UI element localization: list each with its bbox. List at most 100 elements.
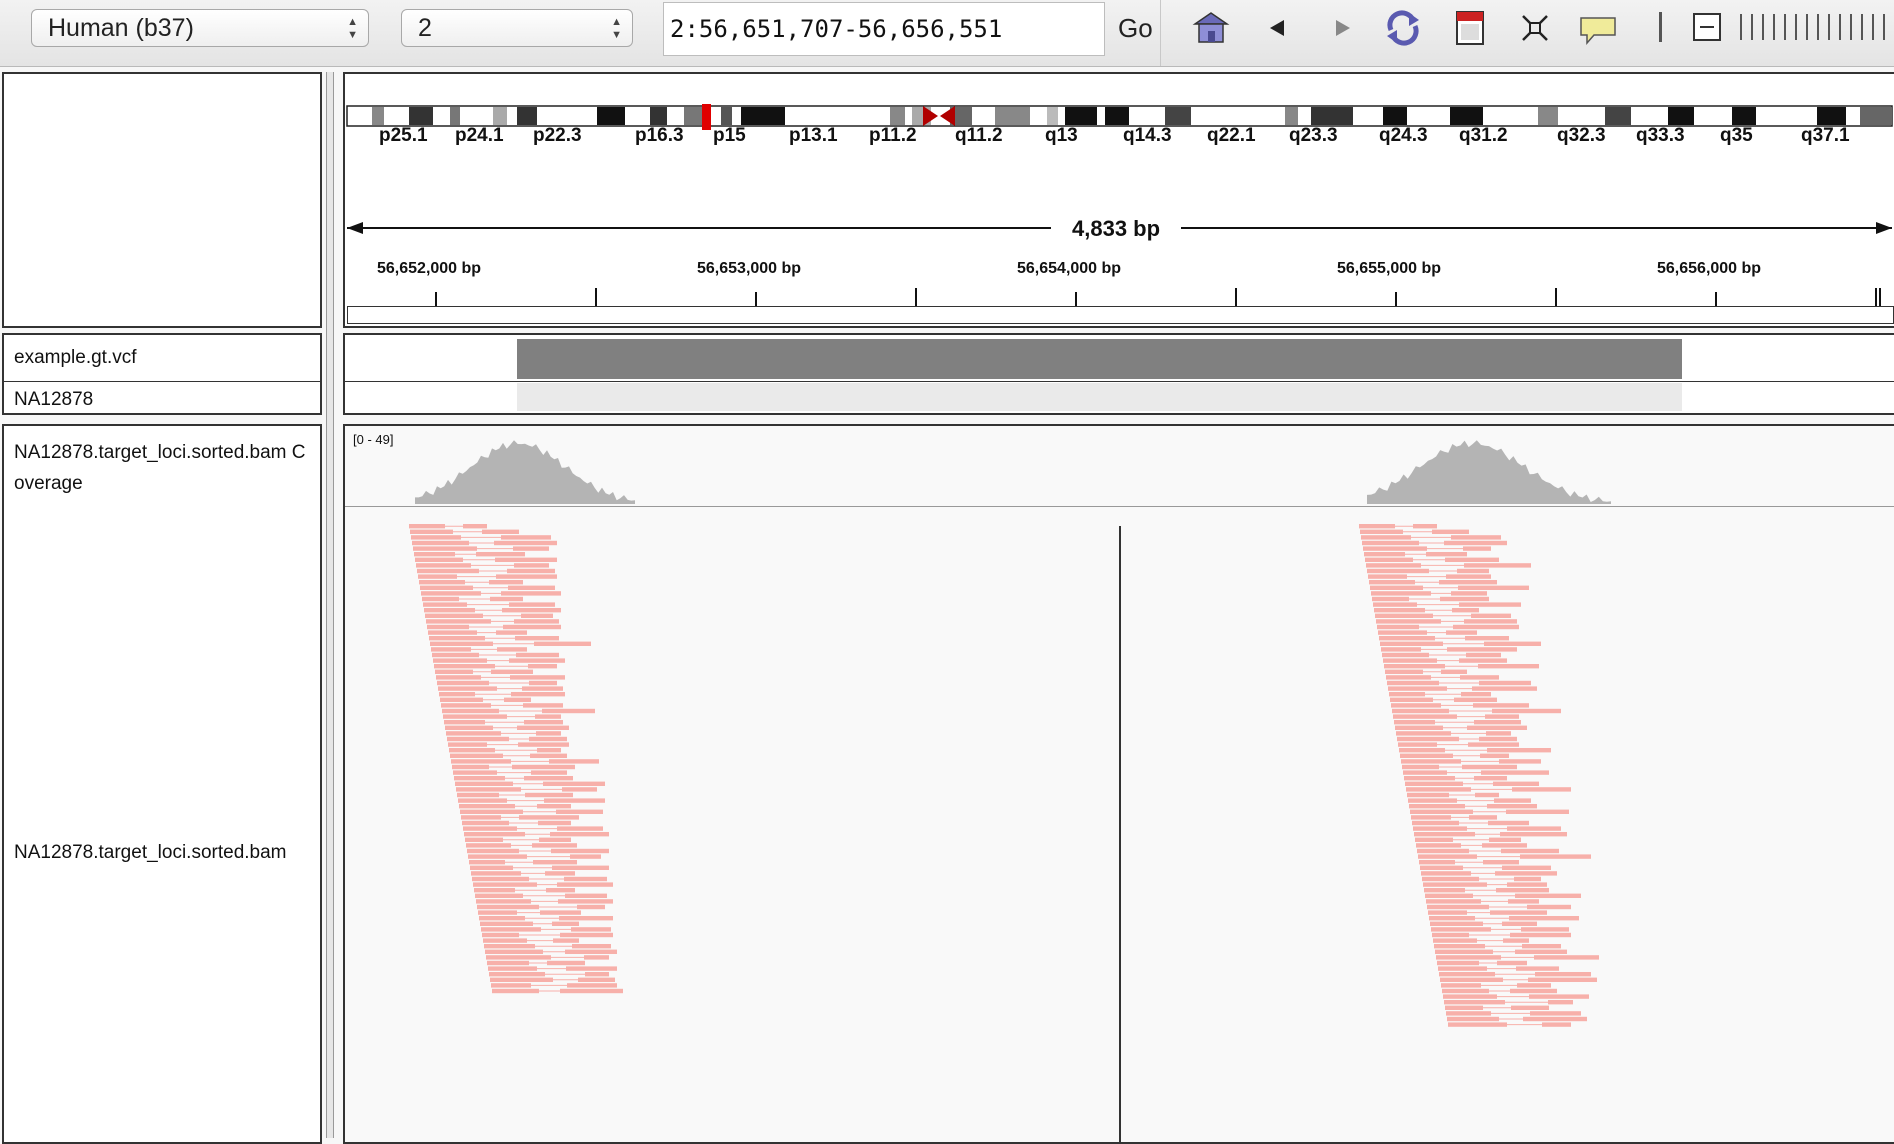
read-segment[interactable] bbox=[509, 658, 565, 663]
read-segment[interactable] bbox=[1451, 535, 1501, 540]
read-segment[interactable] bbox=[1445, 1005, 1483, 1010]
read-segment[interactable] bbox=[1548, 1000, 1573, 1005]
read-segment[interactable] bbox=[410, 529, 453, 534]
read-segment[interactable] bbox=[1387, 680, 1439, 686]
read-segment[interactable] bbox=[418, 574, 457, 579]
read-segment[interactable] bbox=[1459, 602, 1521, 607]
read-segment[interactable] bbox=[490, 596, 523, 602]
ruler-region-bar[interactable] bbox=[347, 306, 1894, 324]
read-segment[interactable] bbox=[1367, 568, 1429, 574]
read-segment[interactable] bbox=[420, 585, 473, 590]
forward-arrow-icon[interactable] bbox=[1322, 8, 1362, 48]
read-segment[interactable] bbox=[441, 703, 491, 708]
read-segment[interactable] bbox=[1392, 708, 1449, 714]
read-segment[interactable] bbox=[1451, 591, 1487, 596]
read-segment[interactable] bbox=[463, 826, 517, 831]
read-segment[interactable] bbox=[449, 748, 495, 753]
read-segment[interactable] bbox=[1384, 664, 1445, 669]
read-segment[interactable] bbox=[1373, 602, 1417, 607]
read-segment[interactable] bbox=[503, 624, 561, 630]
read-segment[interactable] bbox=[1441, 983, 1481, 988]
read-segment[interactable] bbox=[1542, 1022, 1571, 1027]
read-segment[interactable] bbox=[1529, 994, 1589, 999]
read-segment[interactable] bbox=[1475, 792, 1499, 798]
read-segment[interactable] bbox=[553, 938, 579, 943]
read-segment[interactable] bbox=[1492, 708, 1561, 714]
read-segment[interactable] bbox=[1452, 608, 1479, 613]
read-segment[interactable] bbox=[565, 893, 607, 898]
read-segment[interactable] bbox=[1404, 776, 1455, 781]
read-segment[interactable] bbox=[472, 876, 529, 882]
read-segment[interactable] bbox=[1502, 865, 1551, 870]
read-segment[interactable] bbox=[1439, 972, 1495, 977]
read-segment[interactable] bbox=[1368, 574, 1407, 579]
read-segment[interactable] bbox=[1453, 624, 1519, 630]
read-segment[interactable] bbox=[515, 636, 559, 641]
popup-info-icon[interactable] bbox=[1578, 8, 1618, 48]
read-segment[interactable] bbox=[482, 529, 519, 534]
read-segment[interactable] bbox=[565, 949, 617, 954]
read-segment[interactable] bbox=[1388, 686, 1447, 691]
read-segment[interactable] bbox=[501, 535, 551, 540]
read-segment[interactable] bbox=[450, 753, 503, 758]
read-segment[interactable] bbox=[1372, 596, 1409, 602]
read-segment[interactable] bbox=[1507, 826, 1561, 831]
zoom-slider[interactable] bbox=[1740, 14, 1894, 40]
read-segment[interactable] bbox=[1478, 664, 1539, 669]
read-segment[interactable] bbox=[1361, 535, 1411, 540]
read-segment[interactable] bbox=[584, 955, 609, 960]
read-segment[interactable] bbox=[551, 848, 609, 854]
read-segment[interactable] bbox=[1473, 703, 1529, 708]
read-segment[interactable] bbox=[1486, 731, 1511, 736]
read-segment[interactable] bbox=[1430, 921, 1483, 926]
read-segment[interactable] bbox=[1500, 832, 1567, 837]
read-segment[interactable] bbox=[471, 871, 521, 876]
read-segment[interactable] bbox=[442, 708, 499, 714]
read-segment[interactable] bbox=[572, 944, 611, 949]
read-segment[interactable] bbox=[1364, 552, 1405, 557]
read-segment[interactable] bbox=[426, 619, 491, 624]
read-segment[interactable] bbox=[1385, 669, 1423, 674]
read-segment[interactable] bbox=[1374, 608, 1425, 613]
variant-site-bar[interactable] bbox=[517, 339, 1682, 379]
read-segment[interactable] bbox=[490, 977, 553, 982]
chromosome-ideogram[interactable] bbox=[345, 104, 1894, 152]
read-segment[interactable] bbox=[467, 848, 519, 854]
genome-select[interactable]: Human (b37) ▲ ▼ bbox=[31, 9, 369, 47]
read-segment[interactable] bbox=[1440, 596, 1489, 602]
read-segment[interactable] bbox=[1436, 955, 1501, 960]
read-segment[interactable] bbox=[536, 731, 561, 736]
read-segment[interactable] bbox=[1401, 759, 1461, 764]
read-segment[interactable] bbox=[1445, 557, 1499, 562]
splitter[interactable] bbox=[326, 72, 334, 1138]
read-segment[interactable] bbox=[531, 770, 567, 775]
read-segment[interactable] bbox=[1480, 753, 1509, 758]
read-segment[interactable] bbox=[476, 552, 525, 557]
read-segment[interactable] bbox=[452, 764, 489, 770]
read-segment[interactable] bbox=[447, 736, 509, 742]
read-segment[interactable] bbox=[560, 988, 623, 994]
read-segment[interactable] bbox=[564, 876, 607, 882]
read-segment[interactable] bbox=[486, 955, 551, 960]
read-segment[interactable] bbox=[497, 647, 527, 652]
read-segment[interactable] bbox=[544, 798, 605, 803]
read-segment[interactable] bbox=[549, 759, 599, 764]
read-segment[interactable] bbox=[1442, 988, 1489, 994]
read-segment[interactable] bbox=[1377, 624, 1419, 630]
read-segment[interactable] bbox=[427, 624, 469, 630]
read-segment[interactable] bbox=[494, 540, 557, 546]
read-segment[interactable] bbox=[1471, 613, 1511, 618]
read-segment[interactable] bbox=[1463, 546, 1491, 551]
read-segment[interactable] bbox=[585, 972, 609, 977]
read-segment[interactable] bbox=[1487, 804, 1537, 809]
read-segment[interactable] bbox=[570, 854, 601, 859]
read-segment[interactable] bbox=[1446, 630, 1477, 635]
read-segment[interactable] bbox=[511, 692, 565, 697]
read-segment[interactable] bbox=[1386, 675, 1431, 680]
read-segment[interactable] bbox=[1460, 675, 1499, 680]
read-segment[interactable] bbox=[510, 675, 565, 680]
read-segment[interactable] bbox=[537, 804, 571, 809]
read-segment[interactable] bbox=[445, 725, 493, 730]
read-segment[interactable] bbox=[488, 966, 537, 971]
read-segment[interactable] bbox=[423, 602, 467, 607]
